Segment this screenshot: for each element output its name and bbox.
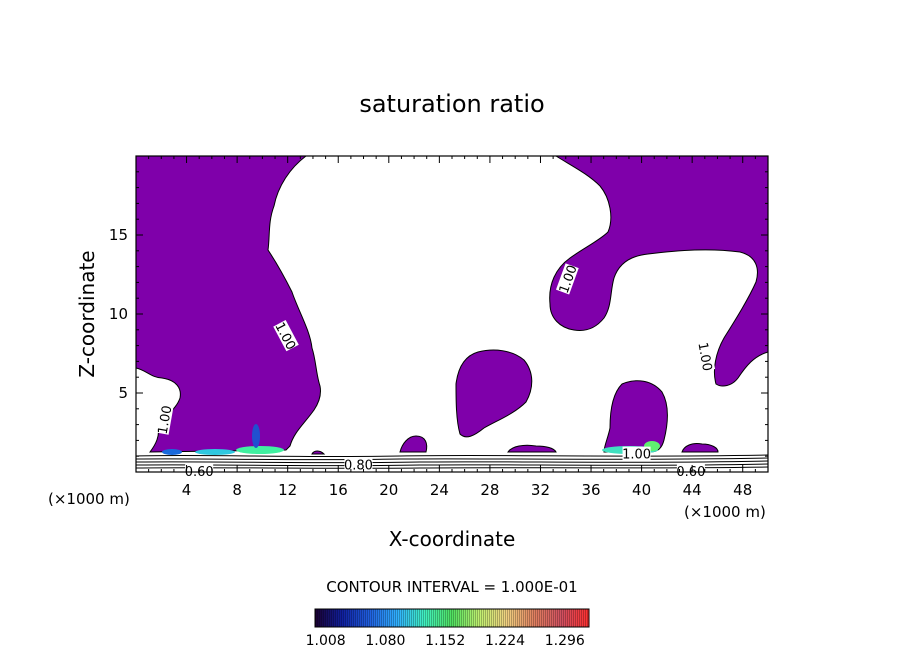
x-tick-label: 4 <box>182 481 192 499</box>
y-axis-title: Z-coordinate <box>75 250 99 377</box>
region-right-upper <box>549 155 769 387</box>
contour-line <box>135 466 769 469</box>
contour-labels: 1.001.001.001.001.000.800.60 0.60 <box>154 263 716 480</box>
contour-label-bg <box>344 457 373 472</box>
contour-line <box>135 460 769 464</box>
colorbar-stripes <box>315 609 589 627</box>
region-small-cell-31 <box>507 444 557 453</box>
contour-label-bg <box>555 263 579 295</box>
contour-label: 1.00 <box>622 448 651 463</box>
colorbar: 1.008 1.080 1.152 1.224 1.296 <box>306 608 590 649</box>
x-tick-label: 36 <box>581 481 600 499</box>
y-tick-labels: 5 10 15 <box>109 226 128 402</box>
x-tick-label: 48 <box>733 481 752 499</box>
region-small-cell-22 <box>399 435 428 453</box>
x-tick-label: 44 <box>683 481 702 499</box>
contour-interval-text: CONTOUR INTERVAL = 1.000E-01 <box>326 578 577 596</box>
region-small-cell-44 <box>681 443 719 453</box>
high-saturation-spots <box>162 424 660 455</box>
region-left-column <box>135 155 321 453</box>
colorbar-tick-label: 1.008 <box>306 633 346 649</box>
contour-label-bg <box>696 341 716 372</box>
y-axis-unit: (×1000 m) <box>48 490 130 508</box>
contour-label-bg <box>676 464 705 478</box>
y-tick-label: 5 <box>118 384 128 402</box>
region-central-cell <box>455 349 533 438</box>
x-tick-label: 28 <box>480 481 499 499</box>
y-tick-label: 15 <box>109 226 128 244</box>
colorbar-tick-label: 1.296 <box>545 633 585 649</box>
x-tick-label: 12 <box>278 481 297 499</box>
colorbar-frame <box>314 608 590 628</box>
x-axis-unit: (×1000 m) <box>684 503 766 521</box>
contour-label-bg <box>154 404 174 435</box>
contour-label: 1.00 <box>156 404 176 435</box>
colorbar-tick-label: 1.224 <box>485 633 525 649</box>
hotspot <box>252 424 260 448</box>
chart-title: saturation ratio <box>359 90 544 118</box>
x-tick-labels: 4 8 12 16 20 24 28 32 36 40 44 48 <box>182 481 752 499</box>
colorbar-tick-label: 1.152 <box>425 633 465 649</box>
plot-area: 1.001.001.001.001.000.800.60 0.60 <box>135 155 769 480</box>
y-tick-label: 10 <box>109 305 128 323</box>
hotspot <box>195 449 235 455</box>
hotspot <box>236 446 284 454</box>
region-right-lower-cell <box>603 380 668 453</box>
contour-label-bg <box>622 446 651 461</box>
x-tick-label: 16 <box>329 481 348 499</box>
x-axis-title: X-coordinate <box>389 527 516 551</box>
x-tick-label: 20 <box>379 481 398 499</box>
x-tick-label: 32 <box>531 481 550 499</box>
contour-label: 1.00 <box>694 341 714 372</box>
contour-line <box>135 463 769 467</box>
x-tick-label: 40 <box>632 481 651 499</box>
colorbar-labels: 1.008 1.080 1.152 1.224 1.296 <box>306 633 585 649</box>
colorbar-tick-label: 1.080 <box>365 633 405 649</box>
axis-ticks <box>136 156 768 472</box>
contour-label-bg <box>273 320 299 352</box>
supersaturated-regions <box>135 155 769 455</box>
region-small-cell-14 <box>311 450 326 455</box>
hotspot <box>162 449 182 455</box>
x-tick-label: 8 <box>232 481 242 499</box>
x-tick-label: 24 <box>430 481 449 499</box>
